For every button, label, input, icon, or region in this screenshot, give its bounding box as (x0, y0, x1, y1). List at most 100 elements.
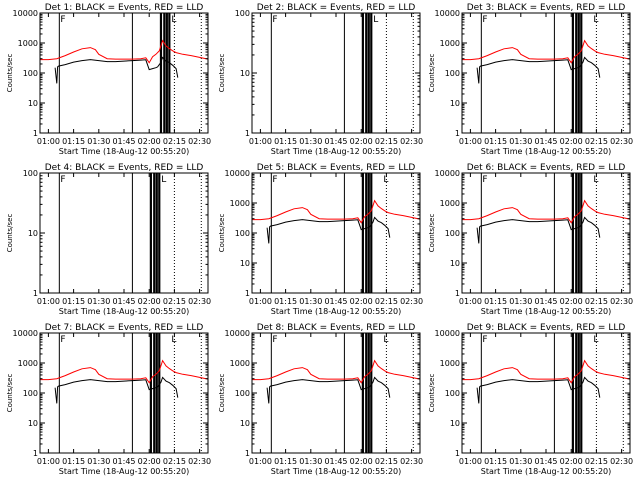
x-tick-label: 01:00 (249, 457, 272, 466)
axes-frame (39, 332, 209, 454)
flag-label: L (383, 335, 388, 345)
x-tick-label: 01:15 (274, 297, 297, 306)
plot-area (40, 13, 208, 133)
series-line-lld (40, 359, 208, 384)
series-line-events (476, 56, 601, 84)
panel-title: Det 4: BLACK = Events, RED = LLD (45, 163, 204, 173)
y-tick-label: 10 (28, 229, 38, 238)
y-tick-label: 10000 (435, 169, 460, 178)
x-tick-label: 02:00 (560, 297, 583, 306)
y-tick-label: 10 (240, 69, 250, 78)
x-tick-label: 01:30 (509, 457, 532, 466)
x-tick-label: 01:15 (484, 137, 507, 146)
x-tick-label: 02:15 (163, 457, 186, 466)
series-line-lld (462, 359, 630, 384)
flag-label: F (272, 175, 277, 185)
flag-label: F (482, 15, 487, 25)
y-axis-label: Counts/sec (6, 54, 14, 93)
x-tick-label: 01:15 (484, 457, 507, 466)
x-tick-label: 01:45 (534, 137, 557, 146)
y-tick-label: 1000 (18, 359, 38, 368)
y-tick-label: 1000 (440, 199, 460, 208)
x-tick-label: 01:00 (249, 297, 272, 306)
x-tick-label: 01:45 (324, 457, 347, 466)
series-line-lld (252, 359, 420, 384)
x-tick-label: 01:45 (112, 137, 135, 146)
y-tick-label: 1 (245, 129, 250, 138)
plot-area (462, 333, 630, 453)
plot-area (252, 333, 420, 453)
flag-label: F (482, 175, 487, 185)
y-tick-label: 1 (33, 129, 38, 138)
y-tick-label: 1 (33, 289, 38, 298)
x-tick-label: 01:00 (37, 137, 60, 146)
x-tick-label: 02:30 (188, 297, 211, 306)
panel-title: Det 1: BLACK = Events, RED = LLD (45, 3, 204, 13)
flag-label: F (272, 15, 277, 25)
y-tick-label: 100 (235, 9, 250, 18)
plot-area (462, 13, 630, 133)
y-tick-label: 10000 (435, 329, 460, 338)
y-tick-label: 10000 (13, 329, 38, 338)
y-tick-label: 100 (23, 169, 38, 178)
x-tick-label: 02:30 (610, 457, 633, 466)
x-axis-label: Start Time (18-Aug-12 00:55:20) (271, 307, 402, 316)
x-tick-label: 02:00 (350, 457, 373, 466)
y-axis-label: Counts/sec (218, 214, 226, 253)
x-tick-label: 01:00 (459, 457, 482, 466)
y-tick-label: 100 (445, 69, 460, 78)
x-tick-label: 02:00 (350, 137, 373, 146)
y-tick-label: 1000 (230, 199, 250, 208)
panel-det-4: F L 1 10 100 01:00 01:15 01:30 01:45 02:00 02:15 02… (6, 163, 211, 316)
series-line-events (476, 376, 601, 404)
y-tick-label: 1 (455, 449, 460, 458)
flag-label: F (60, 175, 65, 185)
y-axis-label: Counts/sec (428, 214, 436, 253)
plot-area (252, 173, 420, 293)
series-line-events (54, 376, 179, 404)
x-tick-label: 02:00 (560, 457, 583, 466)
x-axis-label: Start Time (18-Aug-12 00:55:20) (481, 307, 612, 316)
y-tick-label: 100 (445, 389, 460, 398)
x-tick-label: 01:30 (87, 137, 110, 146)
x-tick-label: 01:30 (299, 137, 322, 146)
y-tick-label: 1 (33, 449, 38, 458)
x-tick-label: 02:15 (375, 457, 398, 466)
x-tick-label: 01:00 (37, 457, 60, 466)
panel-det-2: F L 1 10 100 01:00 01:15 01:30 01:45 02:00 02:15 02… (218, 3, 423, 156)
series-line-lld (462, 199, 630, 224)
x-tick-label: 01:45 (534, 297, 557, 306)
y-tick-label: 10000 (225, 329, 250, 338)
x-tick-label: 01:15 (62, 137, 85, 146)
y-tick-label: 100 (235, 389, 250, 398)
y-tick-label: 10000 (435, 9, 460, 18)
x-axis-label: Start Time (18-Aug-12 00:55:20) (481, 147, 612, 156)
x-axis-label: Start Time (18-Aug-12 00:55:20) (59, 147, 190, 156)
x-tick-label: 02:15 (163, 297, 186, 306)
axes-frame (461, 12, 631, 134)
flag-label: L (383, 175, 388, 185)
x-tick-label: 01:45 (112, 457, 135, 466)
flag-label: L (593, 175, 598, 185)
panel-title: Det 2: BLACK = Events, RED = LLD (257, 3, 416, 13)
y-axis-label: Counts/sec (6, 214, 14, 253)
series-line-events (54, 56, 179, 84)
y-tick-label: 10 (450, 99, 460, 108)
x-tick-label: 01:30 (299, 457, 322, 466)
x-tick-label: 02:30 (610, 297, 633, 306)
y-tick-label: 10 (240, 419, 250, 428)
x-axis-label: Start Time (18-Aug-12 00:55:20) (59, 467, 190, 476)
plot-area (58, 173, 202, 293)
panel-title: Det 9: BLACK = Events, RED = LLD (467, 323, 626, 333)
x-tick-label: 02:00 (138, 457, 161, 466)
flag-label: L (593, 335, 598, 345)
x-axis-label: Start Time (18-Aug-12 00:55:20) (481, 467, 612, 476)
y-axis-label: Counts/sec (428, 374, 436, 413)
flag-label: L (161, 175, 166, 185)
x-tick-label: 02:30 (188, 457, 211, 466)
series-line-events (476, 216, 601, 244)
flag-label: L (373, 15, 378, 25)
